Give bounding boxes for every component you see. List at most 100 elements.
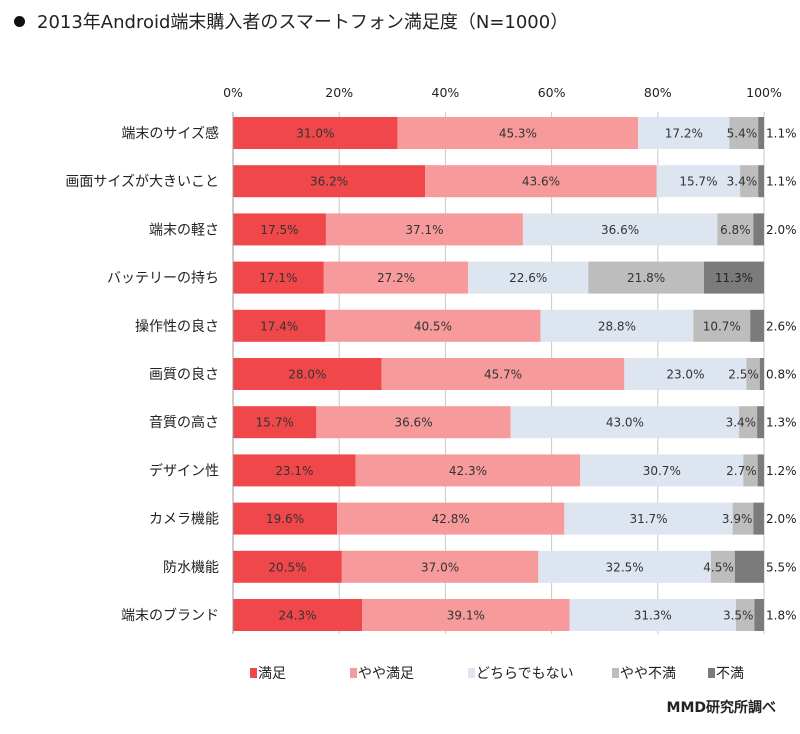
data-label: 15.7% [256,416,294,430]
bar-segment [757,454,764,487]
bar-segment [734,550,764,583]
data-label: 43.0% [606,416,644,430]
data-label: 36.6% [601,223,639,237]
legend-label: やや満足 [358,666,414,682]
bar-segment [656,165,741,198]
category-label: 防水機能 [163,560,219,576]
data-label: 43.6% [522,175,560,189]
bar-segment [233,454,356,487]
data-label: 1.1% [766,175,797,189]
data-label: 3.5% [723,609,754,623]
data-label: 2.0% [766,512,797,526]
bar-segment [510,406,740,439]
bar-segment [746,358,760,390]
legend-swatch [708,668,715,678]
bar-segment [538,550,711,583]
bar-segment [740,165,759,198]
data-label: 36.6% [394,416,432,430]
bar-segment [759,358,764,390]
x-tick-label: 80% [644,85,672,100]
bar-segment [739,406,758,439]
bar-segment [588,261,704,294]
bar-segment [717,213,754,246]
chart-title-text: 2013年Android端末購入者のスマートフォン満足度（N=1000） [37,12,569,33]
data-label: 17.4% [260,319,298,333]
category-label: 操作性の良さ [135,319,219,335]
category-label: バッテリーの持ち [107,271,219,287]
bar-segment [729,117,759,149]
bar-segment [753,213,764,246]
bar-segment [758,165,764,198]
category-label: 音質の高さ [149,414,219,431]
data-label: 31.7% [629,512,667,526]
bullet-icon [14,15,25,27]
legend-label: 満足 [258,666,286,682]
data-label: 11.3% [715,271,753,285]
bar-segment [325,309,541,342]
bar-segment [341,550,539,583]
bar-segment [233,599,363,631]
category-label: 画面サイズが大きいこと [65,174,219,190]
data-label: 42.8% [432,512,470,526]
data-label: 45.7% [484,368,522,382]
x-tick-label: 0% [223,85,243,100]
bar-segment [233,309,326,342]
category-label: 端末のブランド [121,607,219,624]
bar-segment [233,550,342,583]
data-label: 39.1% [447,609,485,623]
data-label: 40.5% [414,319,452,333]
data-label: 17.1% [259,271,297,285]
bar-segment [233,213,326,246]
legend-label: どちらでもない [476,666,574,682]
data-label: 32.5% [606,560,644,574]
data-label: 45.3% [499,127,537,141]
source-note: MMD研究所調べ [666,700,776,716]
bar-segment [522,213,718,246]
bar-segment [754,599,764,631]
category-label: 端末の軽さ [149,222,219,238]
data-label: 15.7% [679,175,717,189]
data-label: 31.0% [296,127,334,141]
bar-segment [710,550,735,583]
bar-segment [233,261,324,294]
bar-segment [569,599,736,631]
category-label: 端末のサイズ感 [121,125,219,142]
x-tick-label: 100% [746,85,782,100]
category-label: 画質の良さ [149,367,219,383]
data-label: 5.5% [766,560,797,574]
bar-segment [624,358,747,390]
data-label: 2.6% [766,319,797,333]
bar-segment [233,165,426,198]
data-label: 17.2% [665,127,703,141]
bar-segment [468,261,589,294]
bar-segment [323,261,469,294]
category-label: カメラ機能 [149,512,219,528]
data-label: 20.5% [268,560,306,574]
data-label: 4.5% [703,560,734,574]
data-label: 21.8% [627,271,665,285]
legend-swatch [468,668,475,678]
bar-segment [325,213,523,246]
data-label: 19.6% [266,512,304,526]
bar-segment [638,117,730,149]
data-label: 36.2% [310,175,348,189]
data-label: 37.0% [421,560,459,574]
data-label: 0.8% [766,368,797,382]
data-label: 1.8% [766,609,797,623]
bar-segment [362,599,570,631]
bar-segment [540,309,694,342]
data-label: 1.1% [766,127,797,141]
legend-swatch [350,668,357,678]
data-label: 37.1% [405,223,443,237]
data-label: 42.3% [449,464,487,478]
legend-label: 不満 [716,666,744,682]
data-label: 2.5% [728,368,759,382]
data-label: 30.7% [643,464,681,478]
data-label: 23.1% [275,464,313,478]
bar-segment [750,309,764,342]
bar-segment [564,502,733,535]
chart-title: 2013年Android端末購入者のスマートフォン満足度（N=1000） [14,8,568,34]
legend-swatch [612,668,619,678]
bar-segment [233,358,382,390]
bar-segment [753,502,764,535]
